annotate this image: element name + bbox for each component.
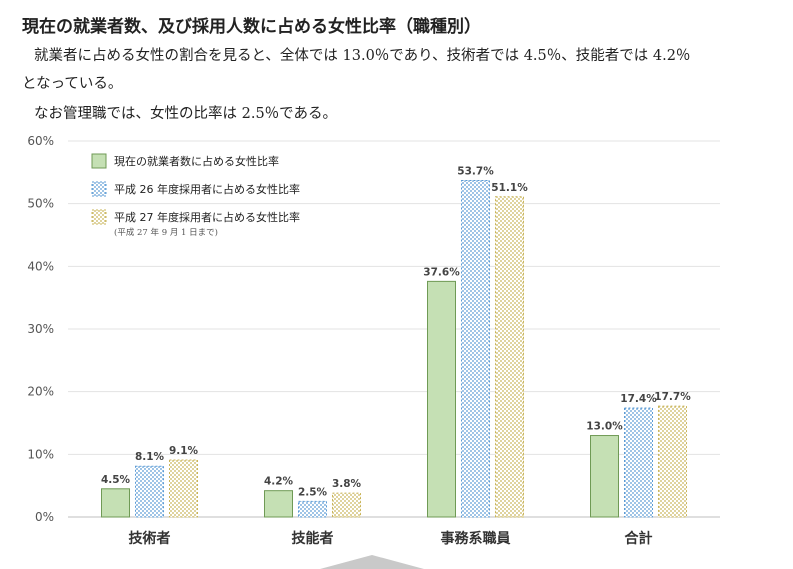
data-label: 37.6% — [423, 266, 460, 278]
decorative-arrow-shape — [320, 555, 424, 569]
y-tick-label: 30% — [27, 322, 54, 336]
x-axis-ticks: 技術者 技能者 事務系職員 合計 — [129, 530, 653, 547]
legend-label: 現在の就業者数に占める女性比率 — [114, 154, 279, 168]
x-tick-label: 事務系職員 — [441, 530, 511, 547]
data-label: 3.8% — [332, 478, 362, 490]
gridlines — [68, 140, 720, 518]
legend-label: 平成 27 年度採用者に占める女性比率 — [114, 210, 300, 224]
y-tick-label: 50% — [27, 197, 54, 211]
paragraph-line-1: 就業者に占める女性の割合を見ると、全体では 13.0％であり、技術者では 4.5… — [34, 48, 691, 64]
page-title: 現在の就業者数、及び採用人数に占める女性比率（職種別） — [22, 17, 481, 37]
data-label: 4.5% — [101, 474, 131, 486]
y-tick-label: 60% — [27, 134, 54, 148]
legend-swatch — [91, 181, 107, 197]
data-labels: 4.5% 8.1% 9.1% 4.2% 2.5% 3.8% 37.6% 53.7% 51.1% 1… — [101, 165, 691, 498]
y-tick-label: 40% — [27, 259, 54, 273]
data-label: 4.2% — [264, 476, 294, 488]
bar-4-series-3 — [658, 405, 687, 518]
data-label: 53.7% — [457, 165, 494, 177]
x-tick-label: 合計 — [625, 530, 653, 547]
bar-4-series-1 — [590, 435, 619, 518]
data-label: 13.0% — [586, 421, 623, 433]
data-label: 17.4% — [620, 393, 657, 405]
data-label: 9.1% — [169, 445, 199, 457]
y-tick-label: 10% — [27, 447, 54, 461]
legend-swatch — [91, 209, 107, 225]
bar-1-series-3 — [169, 459, 198, 518]
bar-3-series-3 — [495, 196, 524, 518]
y-axis-ticks: 0% 10% 20% 30% 40% 50% 60% — [27, 134, 54, 524]
bar-3-series-2 — [461, 179, 490, 518]
x-tick-label: 技能者 — [292, 530, 334, 547]
bars — [101, 179, 687, 518]
bar-1-series-1 — [101, 488, 130, 518]
paragraph-line-3: なお管理職では、女性の比率は 2.5％である。 — [34, 106, 338, 122]
bar-2-series-2 — [298, 500, 327, 518]
legend-label: 平成 26 年度採用者に占める女性比率 — [114, 182, 300, 196]
data-label: 17.7% — [654, 391, 691, 403]
data-label: 8.1% — [135, 451, 165, 463]
legend-note: (平成 27 年 9 月 1 日まで) — [114, 227, 218, 238]
bar-2-series-1 — [264, 490, 293, 518]
bar-3-series-1 — [427, 280, 456, 518]
x-tick-label: 技術者 — [129, 530, 171, 547]
bar-1-series-2 — [135, 465, 164, 518]
y-tick-label: 0% — [35, 510, 54, 524]
bar-2-series-3 — [332, 492, 361, 518]
legend-swatch — [91, 153, 107, 169]
data-label: 51.1% — [491, 182, 528, 194]
bar-4-series-2 — [624, 407, 653, 518]
data-label: 2.5% — [298, 486, 328, 498]
y-tick-label: 20% — [27, 385, 54, 399]
paragraph-line-2: となっている。 — [22, 76, 123, 92]
